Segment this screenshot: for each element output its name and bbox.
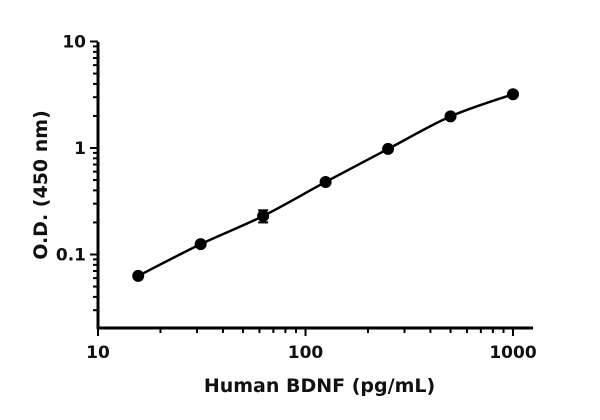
data-point — [444, 110, 457, 123]
data-point — [507, 88, 519, 101]
y-tick-label: 0.1 — [56, 246, 86, 266]
x-tick-label: 1000 — [489, 343, 536, 363]
data-point — [319, 175, 332, 188]
data-point — [257, 209, 270, 222]
x-tick-label: 10 — [86, 343, 110, 363]
x-tick-label: 100 — [288, 343, 324, 363]
data-point — [194, 238, 207, 251]
y-tick-label: 1 — [74, 139, 86, 159]
y-axis-title: O.D. (450 nm) — [30, 110, 52, 260]
data-point — [382, 142, 395, 155]
y-tick-label: 10 — [62, 33, 86, 53]
data-point — [132, 269, 145, 282]
x-axis-title: Human BDNF (pg/mL) — [204, 375, 435, 397]
